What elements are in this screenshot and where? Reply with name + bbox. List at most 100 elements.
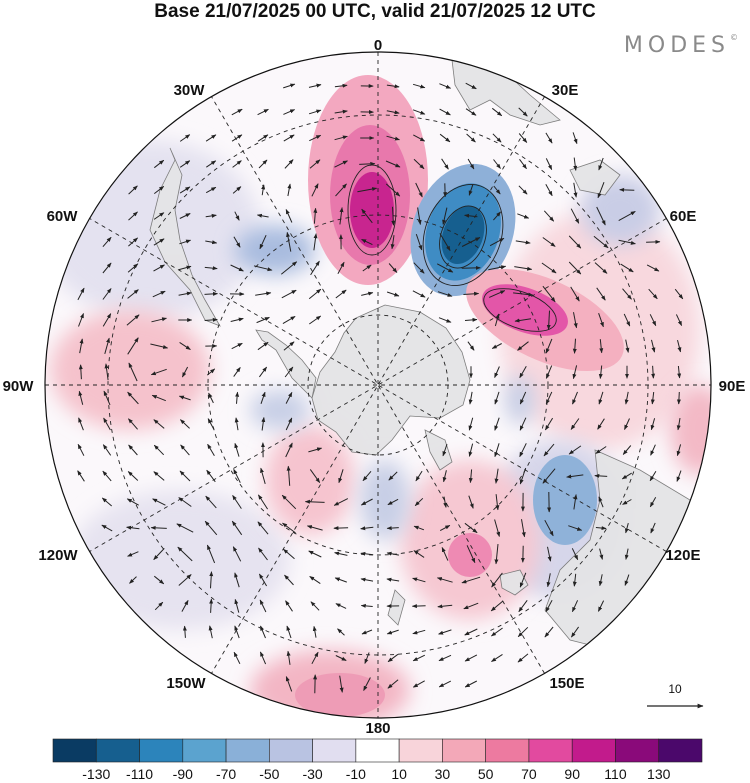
wind-vector xyxy=(153,186,165,194)
wind-vector xyxy=(386,110,400,115)
wind-vector xyxy=(151,394,166,402)
wind-vector xyxy=(232,494,242,509)
wind-vector xyxy=(494,519,501,537)
colorbar-swatch xyxy=(312,738,357,763)
wind-vector xyxy=(181,599,189,612)
colorbar-tick-label: -110 xyxy=(126,766,153,782)
wind-vector xyxy=(412,577,426,583)
wind-vector xyxy=(618,239,636,245)
wind-vector xyxy=(387,498,399,506)
wind-vector xyxy=(439,83,452,89)
wind-vector xyxy=(437,291,453,297)
wind-vector xyxy=(461,576,481,584)
wind-vector xyxy=(178,291,192,296)
wind-vector xyxy=(624,391,629,405)
wind-vector xyxy=(78,390,84,405)
meridian-line xyxy=(89,218,667,552)
wind-vector xyxy=(179,470,191,482)
wind-vector xyxy=(152,498,166,506)
tasmania xyxy=(499,569,529,596)
wind-vector xyxy=(304,499,325,504)
wind-vector xyxy=(599,339,604,354)
wind-vector xyxy=(335,655,347,661)
wind-vector xyxy=(570,626,580,638)
wind-vector xyxy=(127,263,139,273)
wind-vector xyxy=(206,469,216,483)
wind-vector xyxy=(233,651,241,665)
wind-vector xyxy=(102,288,112,300)
wind-vector xyxy=(308,550,322,558)
wind-vector xyxy=(128,237,138,247)
wind-vector xyxy=(152,290,166,298)
wind-vector xyxy=(515,240,531,245)
colorbar-tick-label: 10 xyxy=(391,766,407,782)
lon-label-180: 180 xyxy=(365,720,390,737)
wind-vector xyxy=(257,494,269,510)
wind-vector xyxy=(258,547,268,561)
map-title: Base 21/07/2025 00 UTC, valid 21/07/2025… xyxy=(154,1,596,22)
wind-vector xyxy=(230,264,244,272)
wind-vector xyxy=(78,313,84,327)
wind-vector xyxy=(233,468,241,483)
wind-vector xyxy=(413,262,425,274)
anomaly-region xyxy=(250,390,310,430)
wind-vector xyxy=(513,292,534,297)
wind-vector xyxy=(150,525,167,530)
wind-vector xyxy=(311,651,319,665)
colorbar-swatch xyxy=(182,738,227,763)
wind-vector xyxy=(337,628,345,636)
wind-vector xyxy=(153,238,165,246)
wind-vector xyxy=(519,159,527,170)
wind-vector xyxy=(206,160,217,168)
colorbar-tick-label: 30 xyxy=(435,766,451,782)
wind-vector xyxy=(313,207,318,224)
wind-vector xyxy=(518,600,528,613)
wind-vector xyxy=(438,317,452,323)
colorbar-swatch xyxy=(485,738,530,763)
wind-vector xyxy=(206,368,216,376)
wind-vector xyxy=(153,264,165,272)
wind-vector xyxy=(128,418,138,430)
wind-vector xyxy=(595,446,607,454)
wind-vector xyxy=(568,525,583,531)
wind-vector xyxy=(77,470,85,482)
anomaly-region xyxy=(360,460,410,540)
wind-vector xyxy=(493,185,501,195)
colorbar-tick-label: -70 xyxy=(216,766,236,782)
wind-vector xyxy=(208,625,213,639)
wind-vector xyxy=(439,233,451,252)
wind-vector xyxy=(103,417,111,431)
wind-vector xyxy=(466,545,476,564)
africa xyxy=(451,59,561,126)
wind-vector xyxy=(441,158,449,170)
lon-label-120e: 120E xyxy=(665,547,700,564)
colorbar-tick-label: -50 xyxy=(259,766,279,782)
lon-label-150e: 150E xyxy=(549,675,584,692)
wind-vector xyxy=(364,652,370,664)
positive-anomaly-core xyxy=(448,533,492,577)
wind-vector xyxy=(181,366,189,378)
wind-vector xyxy=(677,365,682,379)
wind-vector xyxy=(464,654,478,662)
wind-vector xyxy=(360,551,374,556)
wind-vector xyxy=(102,444,112,456)
wind-vector xyxy=(468,495,474,509)
wind-vector xyxy=(79,338,84,354)
lon-label-30w: 30W xyxy=(174,82,206,99)
wind-vector xyxy=(572,132,578,145)
lon-label-150w: 150W xyxy=(166,675,206,692)
wind-vector xyxy=(204,266,218,271)
wind-vector xyxy=(465,108,477,116)
wind-vector xyxy=(468,391,473,405)
wind-vector xyxy=(437,604,453,609)
wind-vector xyxy=(568,261,582,275)
wind-vector xyxy=(234,442,240,457)
wind-vector xyxy=(594,473,608,478)
wind-vector xyxy=(521,519,526,538)
wind-vector xyxy=(387,679,399,689)
colorbar-swatch xyxy=(225,738,270,763)
wind-vector xyxy=(310,601,320,611)
wind-vector xyxy=(257,521,269,535)
wind-vector xyxy=(179,186,191,194)
wind-vector xyxy=(545,132,553,144)
